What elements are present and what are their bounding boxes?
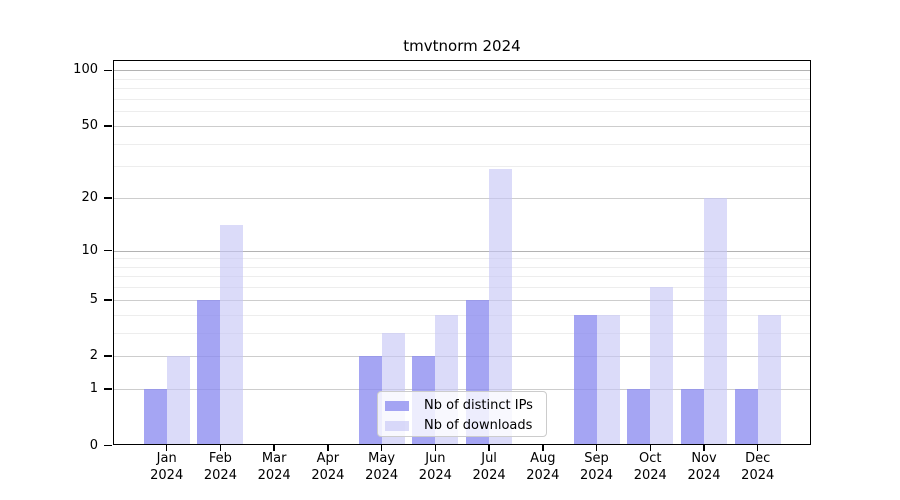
y-tick-label: 5 [89,291,98,307]
y-tick-mark [104,197,112,199]
y-tick-label: 20 [81,189,98,205]
y-tick-mark [104,125,112,127]
y-tick-label: 1 [89,381,98,397]
x-tick-mark [595,445,598,451]
gridline-minor [113,98,811,100]
gridline-major [113,299,811,301]
gridline-major [113,389,811,391]
x-tick-mark [703,445,705,451]
x-tick-label: Apr 2024 [311,451,345,483]
legend-item-distinct-ips: Nb of distinct IPs [385,396,546,416]
bar-downloads-10 [704,197,727,445]
bar-downloads-11 [757,314,781,445]
x-tick-label: Aug 2024 [526,451,560,483]
y-tick-label: 100 [73,62,98,78]
y-tick-mark [104,69,112,72]
x-tick-mark [165,445,168,451]
legend-label-downloads: Nb of downloads [424,418,533,433]
gridline-minor [113,266,811,268]
gridline-minor [113,88,811,90]
x-tick-label: Nov 2024 [687,451,721,483]
x-tick-mark [219,445,222,451]
y-tick-mark [104,299,112,301]
x-tick-mark [380,445,383,451]
bar-downloads-1 [220,225,244,445]
bar-distinct-ips-9 [627,389,651,445]
legend-label-distinct-ips: Nb of distinct IPs [424,398,533,413]
y-tick-mark [104,388,112,390]
x-tick-mark [756,445,759,451]
x-tick-label: Jul 2024 [472,451,506,483]
x-tick-label: Dec 2024 [741,451,775,483]
gridline-major [113,356,811,358]
gridline-major [113,250,811,252]
x-tick-mark [434,445,437,451]
bar-distinct-ips-4 [358,356,382,445]
gridline-minor [113,276,811,278]
gridline-minor [113,111,811,113]
y-tick-label: 50 [81,117,98,133]
distinct-ips-swatch [385,401,409,411]
gridline-major [113,125,811,127]
legend: Nb of distinct IPs Nb of downloads [377,391,547,437]
downloads-swatch [385,421,409,431]
y-tick-label: 2 [89,348,98,364]
gridline-major [113,197,811,199]
x-tick-label: May 2024 [365,451,399,483]
x-tick-label: Mar 2024 [257,451,291,483]
y-tick-label: 10 [81,242,98,258]
bar-downloads-0 [166,356,190,445]
gridline-minor [113,166,811,168]
x-tick-mark [327,445,329,451]
gridline-minor [113,78,811,80]
x-tick-label: Sep 2024 [579,451,614,483]
bar-distinct-ips-0 [143,389,167,445]
x-tick-mark [649,445,652,451]
y-tick-mark [104,249,112,252]
chart-title: tmvtnorm 2024 [403,37,521,55]
bar-distinct-ips-8 [573,314,597,445]
bar-distinct-ips-10 [681,389,704,445]
y-tick-label: 0 [89,437,98,453]
y-tick-mark [104,444,112,447]
legend-item-downloads: Nb of downloads [385,416,546,436]
plot-area: Nb of distinct IPs Nb of downloads [113,60,811,445]
bar-downloads-9 [650,287,674,445]
gridline-minor [113,258,811,260]
x-tick-label: Jun 2024 [418,451,452,483]
gridline-minor [113,287,811,289]
gridline-minor [113,332,811,334]
x-tick-label: Feb 2024 [203,451,237,483]
bar-distinct-ips-11 [734,389,758,445]
x-tick-mark [542,445,544,451]
gridline-minor [113,143,811,145]
x-tick-mark [488,445,490,451]
y-tick-mark [104,355,112,357]
bar-downloads-6 [489,168,513,445]
bar-distinct-ips-1 [197,299,221,445]
x-tick-mark [273,445,275,451]
x-tick-label: Jan 2024 [150,451,184,483]
gridline-major [113,70,811,72]
gridline-minor [113,314,811,316]
x-tick-label: Oct 2024 [633,451,667,483]
bar-downloads-8 [596,314,620,445]
